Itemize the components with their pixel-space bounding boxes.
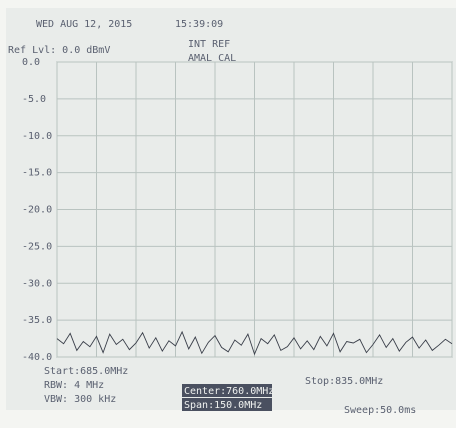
screen-label: Sweep:50.0ms — [344, 405, 416, 416]
screen-label: INT REF — [188, 39, 230, 50]
y-tick-label: 0.0 — [22, 57, 40, 68]
y-tick-label: -35.0 — [22, 315, 52, 326]
y-tick-label: -10.0 — [22, 131, 52, 142]
label-highlight — [182, 398, 272, 411]
y-tick-label: -15.0 — [22, 168, 52, 179]
screen-label: Stop:835.0MHz — [305, 376, 383, 387]
screen-label: Start:685.0MHz — [44, 366, 128, 377]
y-tick-label: -5.0 — [22, 94, 46, 105]
screen-label: VBW: 300 kHz — [44, 394, 116, 405]
screen-label: Center:760.0MHz — [184, 386, 274, 397]
screen-label: Span:150.0MHz — [184, 400, 262, 411]
y-tick-label: -40.0 — [22, 352, 52, 363]
y-tick-label: -25.0 — [22, 241, 52, 252]
screen-label: Ref Lvl: 0.0 dBmV — [8, 45, 110, 56]
y-tick-label: -20.0 — [22, 205, 52, 216]
screen-label: 15:39:09 — [175, 19, 223, 30]
screen-label: WED AUG 12, 2015 — [36, 19, 132, 30]
trace — [56, 330, 453, 356]
screen-label: RBW: 4 MHz — [44, 380, 104, 391]
screen-label: AMAL CAL — [188, 53, 236, 64]
y-tick-label: -30.0 — [22, 278, 52, 289]
label-highlight — [182, 384, 272, 397]
